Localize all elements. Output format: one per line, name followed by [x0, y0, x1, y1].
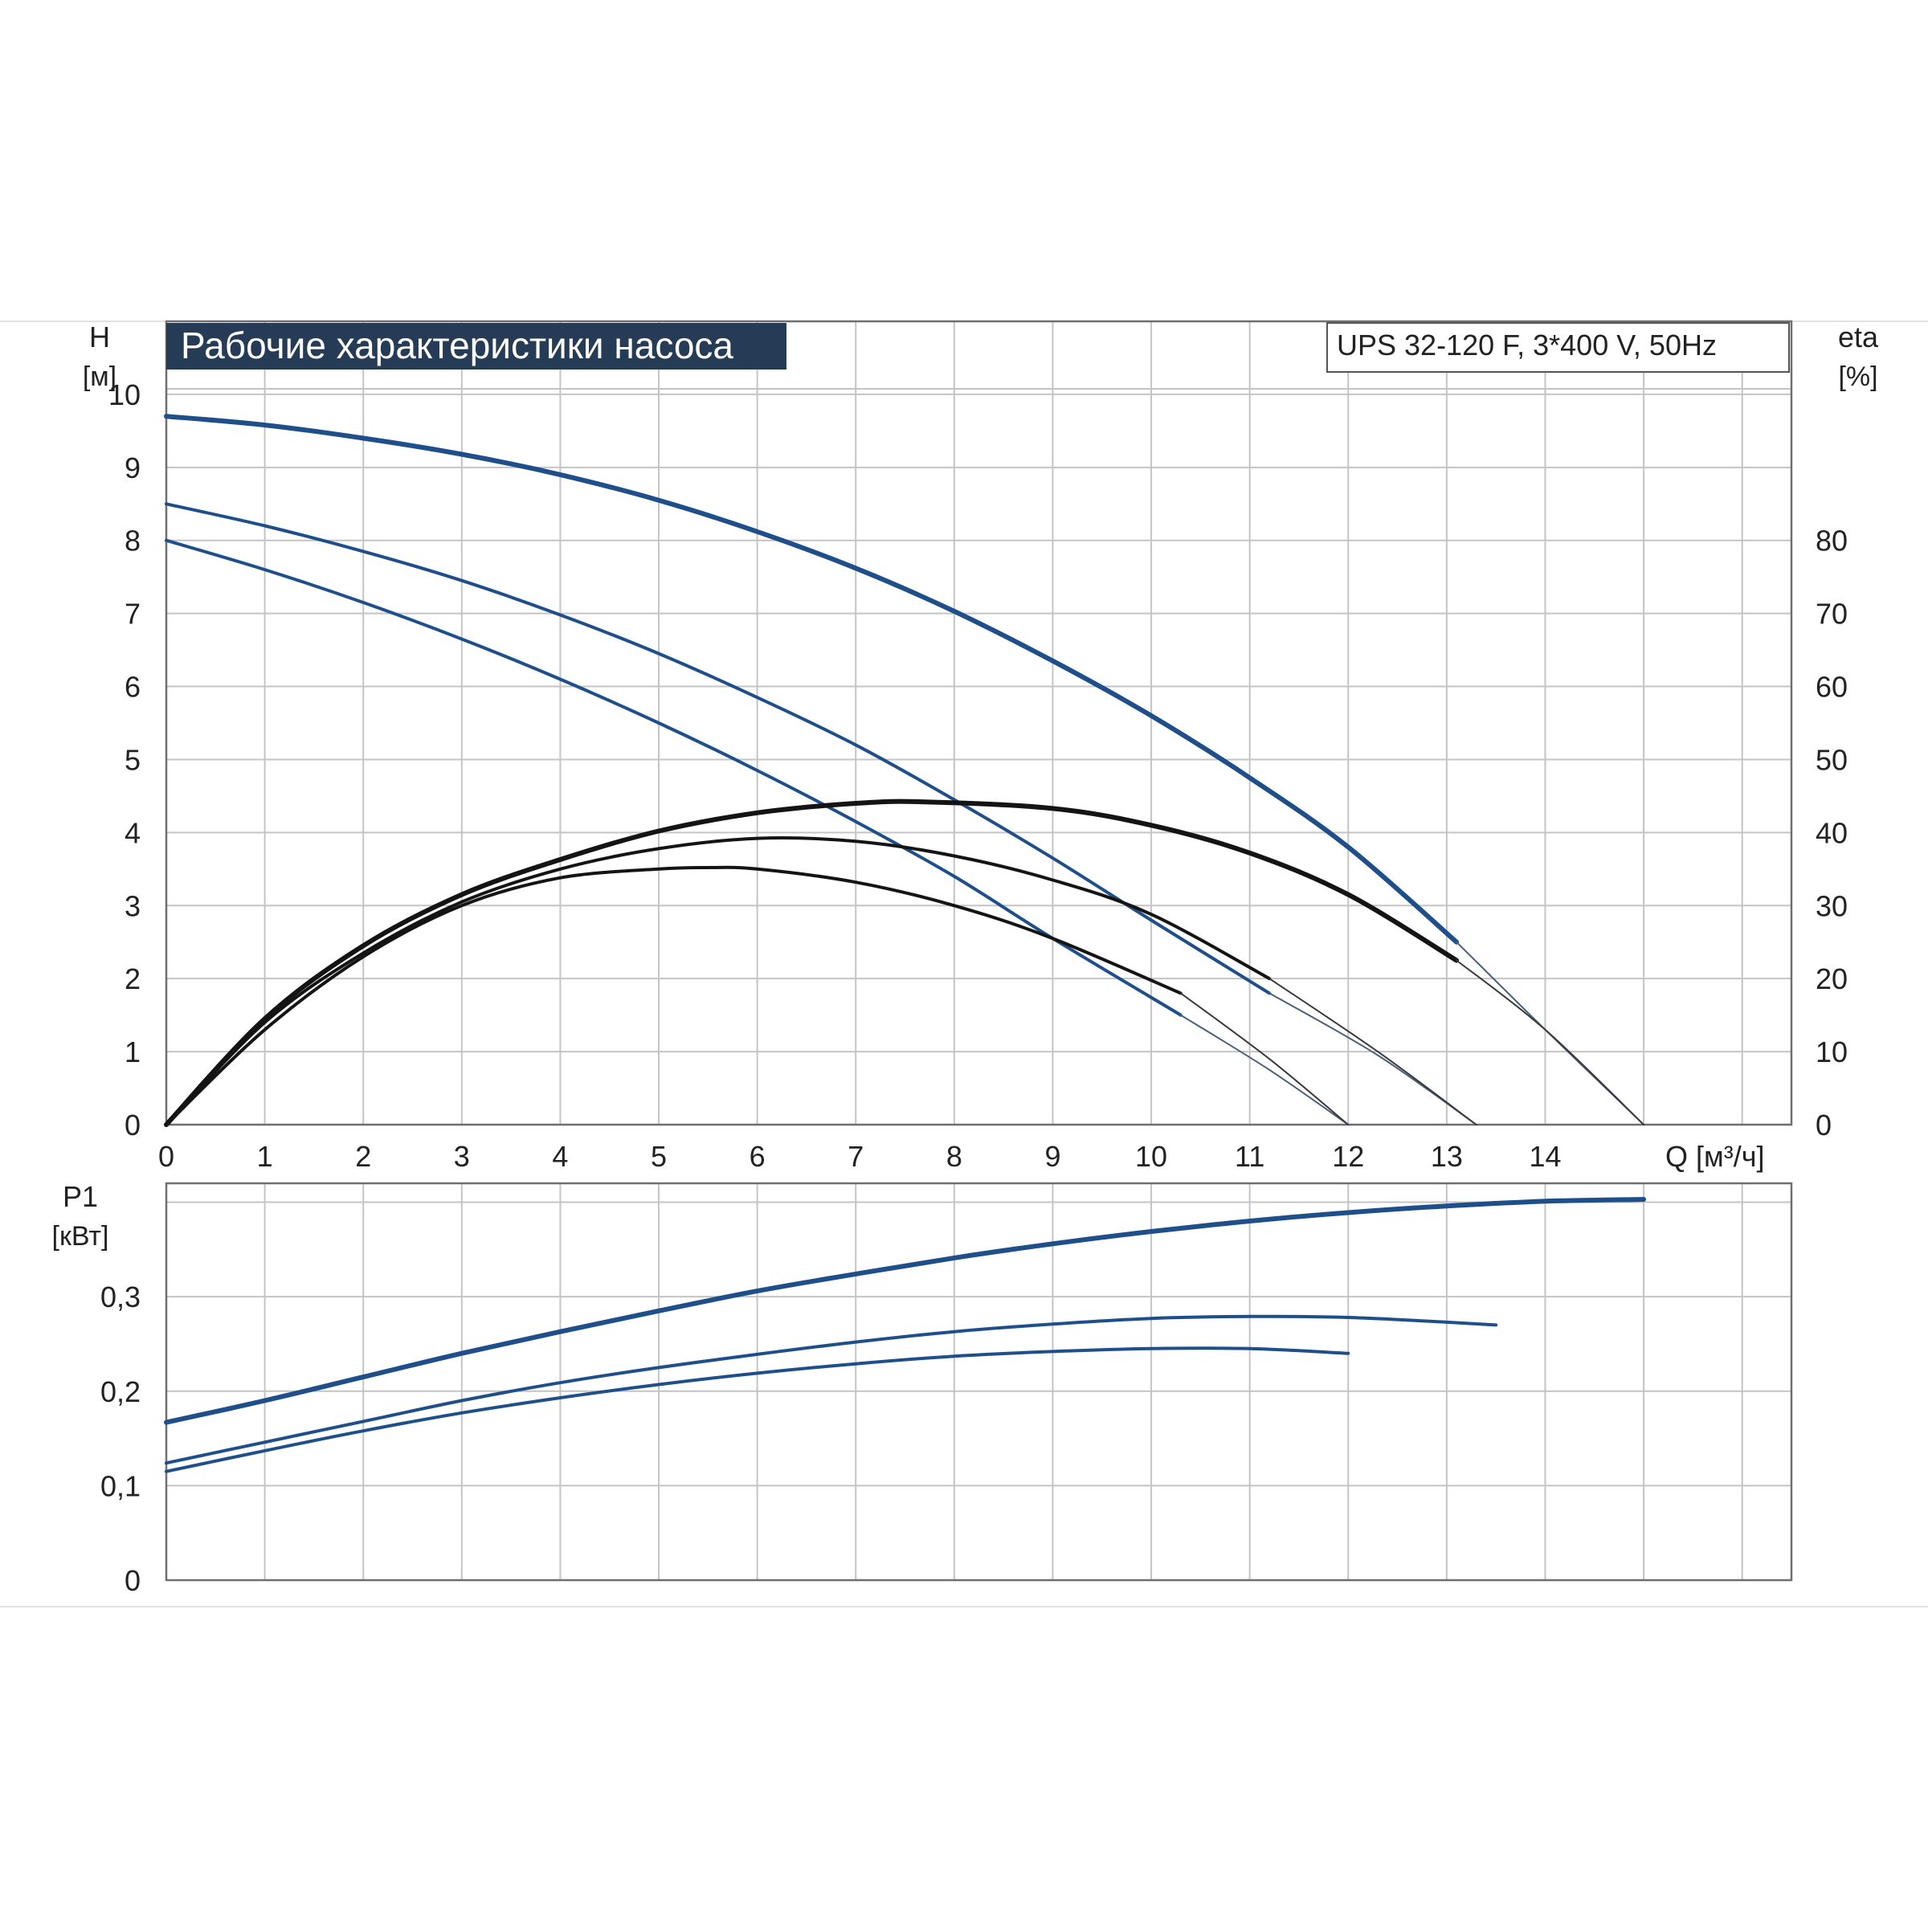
efficiency-curve: [165, 836, 1272, 1126]
power-tick-label: 0,3: [100, 1281, 141, 1313]
x-tick-label: 4: [552, 1140, 568, 1173]
bottom-plot-frame: [165, 1182, 1793, 1582]
power-curve: [165, 1346, 1350, 1473]
y-tick-label: 10: [108, 378, 141, 411]
y-tick-label: 4: [125, 816, 141, 849]
x-tick-label: 13: [1431, 1140, 1463, 1173]
bottom-series: [164, 1197, 1647, 1473]
efficiency-curve: [164, 799, 1460, 1127]
top-plot-frame: [165, 320, 1793, 1126]
y-tick-label: 1: [125, 1035, 141, 1068]
y2-tick-label: 0: [1816, 1109, 1832, 1142]
y2-tick-label: 20: [1816, 962, 1848, 995]
efficiency-extension-curve: [1268, 978, 1477, 1125]
x-tick-label: 10: [1135, 1140, 1167, 1173]
y-axis-unit: [м]: [83, 361, 116, 392]
power-axis-unit: [кВт]: [52, 1221, 109, 1252]
y2-tick-label: 30: [1816, 889, 1848, 922]
y-tick-label: 5: [125, 743, 141, 776]
head-extension-curve: [1179, 1014, 1350, 1125]
power-curve: [164, 1197, 1647, 1425]
y-tick-label: 3: [125, 889, 141, 922]
x-tick-label: 6: [750, 1140, 766, 1173]
x-tick-label: 1: [257, 1140, 273, 1173]
x-tick-label: 3: [454, 1140, 470, 1173]
bottom-grid: [166, 1183, 1791, 1580]
x-tick-label: 0: [158, 1140, 174, 1173]
x-tick-label: 8: [946, 1140, 962, 1173]
head-curve: [165, 502, 1272, 995]
y2-axis-label: eta: [1838, 321, 1879, 353]
y-tick-label: 2: [125, 962, 141, 995]
power-tick-label: 0,1: [100, 1469, 141, 1502]
head-curve: [164, 414, 1460, 945]
efficiency-curve: [165, 865, 1183, 1126]
y-tick-label: 6: [125, 671, 141, 704]
x-axis-label: Q [м³/ч]: [1665, 1140, 1765, 1173]
y-tick-label: 8: [125, 525, 141, 558]
efficiency-extension-curve: [1456, 959, 1645, 1125]
y-tick-label: 7: [125, 598, 141, 631]
top-grid: [166, 321, 1791, 1125]
power-tick-label: 0,2: [100, 1375, 141, 1408]
y-tick-label: 0: [125, 1109, 141, 1142]
efficiency-extension-curve: [1179, 992, 1350, 1125]
model-label-box: [1326, 322, 1790, 373]
y2-tick-label: 10: [1816, 1035, 1848, 1068]
y2-tick-label: 70: [1816, 598, 1848, 631]
x-tick-label: 12: [1332, 1140, 1364, 1173]
y2-tick-label: 50: [1816, 743, 1848, 776]
y2-axis-unit: [%]: [1838, 361, 1877, 392]
y2-tick-label: 40: [1816, 816, 1848, 849]
x-tick-label: 14: [1529, 1140, 1561, 1173]
x-tick-label: 7: [848, 1140, 864, 1173]
power-tick-label: 0: [125, 1564, 141, 1597]
head-curve: [165, 538, 1183, 1017]
x-tick-label: 11: [1235, 1140, 1264, 1173]
top-series: [164, 414, 1645, 1127]
x-tick-label: 9: [1044, 1140, 1060, 1173]
power-axis-label: P1: [63, 1180, 98, 1213]
x-tick-label: 2: [355, 1140, 371, 1173]
chart-title-box: [166, 323, 786, 370]
y2-tick-label: 60: [1816, 671, 1848, 704]
head-extension-curve: [1268, 992, 1477, 1125]
x-tick-label: 5: [651, 1140, 667, 1173]
y-axis-label: H: [89, 321, 110, 353]
y2-tick-label: 80: [1816, 525, 1848, 558]
power-curve: [165, 1314, 1498, 1465]
y-tick-label: 9: [125, 451, 141, 484]
chart-title: Рабочие характеристики насоса: [181, 325, 733, 366]
model-label: UPS 32-120 F, 3*400 V, 50Hz: [1337, 329, 1717, 361]
